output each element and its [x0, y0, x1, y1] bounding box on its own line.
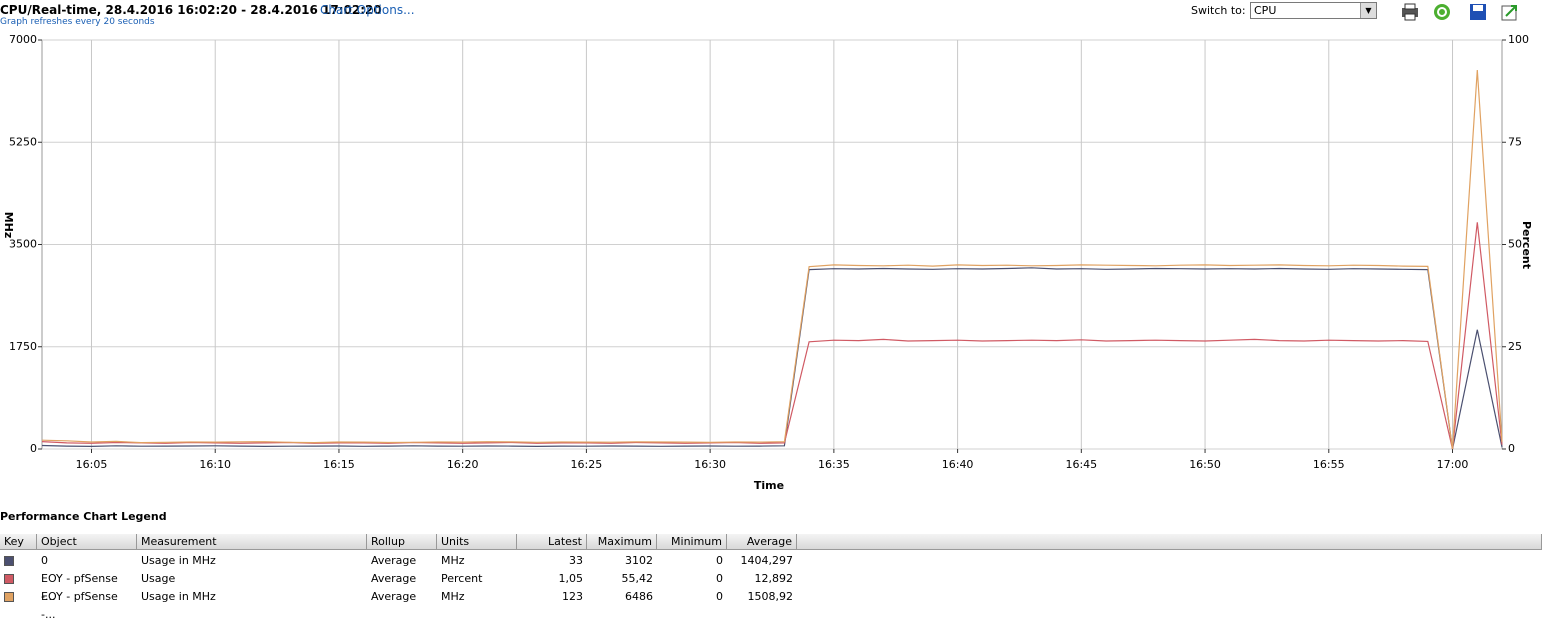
legend-key: [4, 574, 14, 584]
x-tick-label: 16:15: [323, 458, 355, 471]
table-cell: 1404,297: [740, 554, 794, 567]
y-axis-label: MHz: [2, 212, 15, 239]
x-tick-label: 16:20: [447, 458, 479, 471]
page-title: CPU/Real-time, 28.4.2016 16:02:20 - 28.4…: [0, 3, 382, 17]
column-header: Units: [437, 534, 517, 550]
column-header: Measurement: [137, 534, 367, 550]
x-tick-label: 16:05: [76, 458, 108, 471]
y-tick-label: 7000: [9, 33, 37, 46]
chart-options-link[interactable]: Chart Options...: [320, 3, 415, 17]
x-tick-label: 16:45: [1065, 458, 1097, 471]
table-cell: Average: [371, 590, 417, 603]
table-cell: 1508,92: [747, 590, 794, 603]
table-cell: Percent: [441, 572, 483, 585]
column-header: Rollup: [367, 534, 437, 550]
x-tick-label: 16:55: [1313, 458, 1345, 471]
chart: MHz Percent Time 0 1750 3500 5250 7000 0 25 50 7…: [2, 33, 1533, 492]
switch-value: CPU: [1254, 4, 1277, 17]
table-cell: 0: [716, 572, 723, 585]
x-tick-label: 17:00: [1437, 458, 1469, 471]
series-line: [41, 69, 1503, 450]
table-cell: Usage in MHz: [141, 590, 216, 603]
x-tick-label: 16:25: [571, 458, 603, 471]
column-header: Object: [37, 534, 137, 550]
table-cell: EOY - pfSense -...: [41, 590, 118, 621]
export-icon[interactable]: [1501, 5, 1517, 21]
x-tick-label: 16:10: [199, 458, 231, 471]
y2-axis-label: Percent: [1520, 221, 1533, 269]
table-cell: 0: [41, 554, 48, 567]
legend-key: [4, 556, 14, 566]
x-tick-label: 16:30: [694, 458, 726, 471]
table-cell: Usage: [141, 572, 176, 585]
table-cell: 55,42: [621, 572, 654, 585]
table-cell: Average: [371, 572, 417, 585]
save-icon[interactable]: [1470, 4, 1486, 20]
column-header-filler: [797, 534, 1542, 550]
y-tick-label: 5250: [9, 135, 37, 148]
column-header: Maximum: [587, 534, 657, 550]
table-cell: 6486: [625, 590, 653, 603]
table-cell: 33: [569, 554, 583, 567]
table-cell: MHz: [441, 554, 465, 567]
switch-select[interactable]: CPU ▼: [1250, 2, 1377, 19]
x-tick-label: 16:35: [818, 458, 850, 471]
y-tick-label: 0: [30, 442, 37, 455]
y2-tick-label: 25: [1508, 340, 1522, 353]
refresh-icon[interactable]: [1434, 4, 1450, 20]
y-tick-label: 3500: [9, 238, 37, 251]
column-header: Latest: [517, 534, 587, 550]
y2-tick-label: 75: [1508, 135, 1522, 148]
subtitle: Graph refreshes every 20 seconds: [0, 17, 155, 27]
toolbar: [1402, 3, 1517, 21]
table-cell: 0: [716, 554, 723, 567]
column-header: Average: [727, 534, 797, 550]
y-tick-label: 1750: [9, 340, 37, 353]
table-cell: 123: [562, 590, 583, 603]
table-cell: 0: [716, 590, 723, 603]
y2-tick-label: 100: [1508, 33, 1529, 46]
x-axis-label: Time: [754, 479, 784, 492]
table-cell: 3102: [625, 554, 653, 567]
x-tick-label: 16:50: [1189, 458, 1221, 471]
table-cell: EOY - pfSense -...: [41, 572, 118, 603]
table-cell: MHz: [441, 590, 465, 603]
legend-title: Performance Chart Legend: [0, 510, 167, 523]
table-cell: 1,05: [558, 572, 584, 585]
switch-label: Switch to:: [1191, 4, 1246, 17]
series-line: [41, 267, 1503, 450]
legend-key: [4, 592, 14, 602]
column-header: Minimum: [657, 534, 727, 550]
y2-tick-label: 0: [1508, 442, 1515, 455]
column-header: Key: [0, 534, 37, 550]
table-cell: Usage in MHz: [141, 554, 216, 567]
x-tick-label: 16:40: [942, 458, 974, 471]
table-cell: 12,892: [754, 572, 794, 585]
table-cell: Average: [371, 554, 417, 567]
dropdown-arrow: ▼: [1360, 3, 1376, 18]
y2-tick-label: 50: [1508, 238, 1522, 251]
print-icon[interactable]: [1402, 3, 1418, 21]
